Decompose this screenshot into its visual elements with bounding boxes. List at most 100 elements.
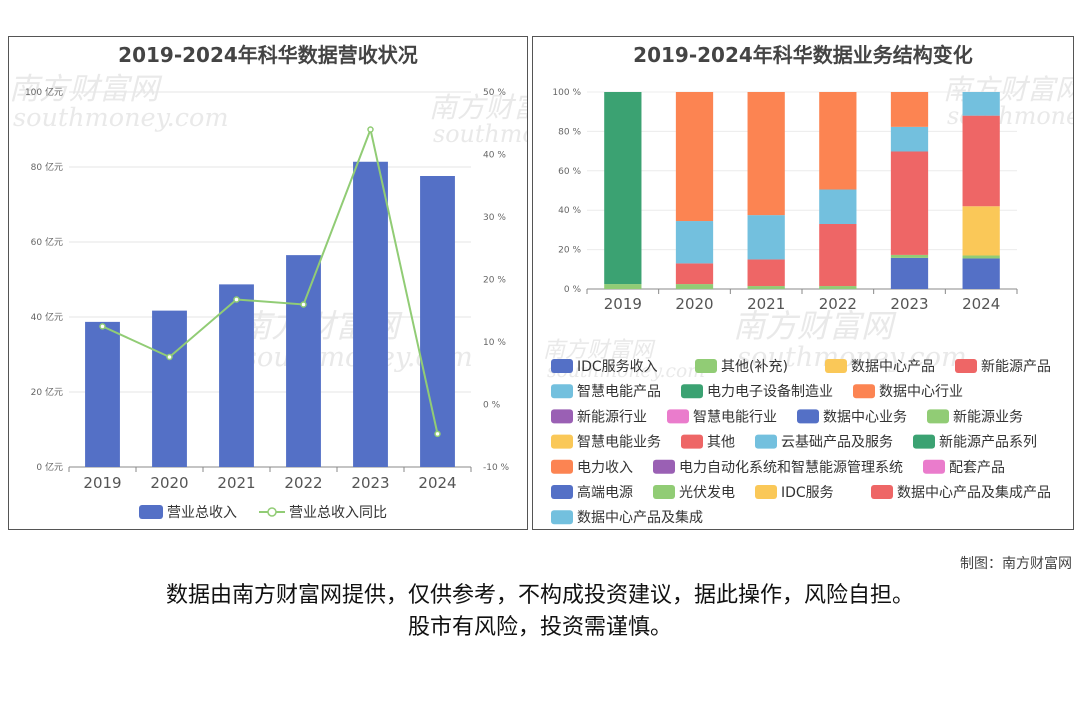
revenue-bar — [286, 255, 321, 467]
stacked-bar-segment — [675, 284, 714, 289]
legend-label: 其他 — [707, 435, 735, 451]
y-tick-label: 20 % — [558, 246, 581, 256]
watermark-text: southmoney.com — [547, 361, 705, 382]
legend-label: 其他(补充) — [721, 359, 788, 375]
legend-swatch — [755, 434, 777, 449]
legend-swatch — [551, 510, 573, 525]
legend-label: 新能源产品 — [981, 359, 1051, 375]
watermark-text: southmoney.com — [433, 120, 527, 148]
legend-label: 数据中心业务 — [823, 409, 907, 425]
y-tick-label-left: 20 亿元 — [31, 386, 63, 398]
legend-swatch — [551, 485, 573, 499]
structure-chart-panel: 2019-2024年科华数据业务结构变化 南方财富网 southmoney.com… — [532, 36, 1074, 530]
x-tick-label: 2023 — [890, 295, 928, 313]
revenue-chart: 南方财富网southmoney.com南方财富网southmoney.com南方… — [9, 72, 527, 521]
stacked-bar-segment — [747, 286, 785, 289]
watermark-text: 南方财富网 — [943, 73, 1073, 106]
x-tick-label: 2022 — [819, 295, 857, 313]
legend-swatch — [667, 409, 689, 424]
y-tick-label-right: -10 % — [483, 463, 510, 473]
legend-label: 数据中心产品及集成产品 — [897, 484, 1051, 501]
x-tick-label: 2022 — [284, 474, 322, 492]
legend-swatch — [797, 409, 819, 424]
legend-label: 云基础产品及服务 — [781, 434, 893, 451]
watermark-text: 南方财富网 — [429, 91, 527, 124]
yoy-point — [367, 126, 374, 133]
y-tick-label-right: 20 % — [483, 276, 506, 286]
y-tick-label: 100 % — [552, 88, 581, 98]
legend-label: 智慧电能业务 — [577, 435, 661, 451]
x-tick-label: 2019 — [604, 295, 642, 313]
stacked-bar-segment — [890, 257, 929, 289]
legend-swatch — [871, 485, 893, 499]
legend-swatch — [551, 459, 573, 474]
x-tick-label: 2019 — [83, 474, 121, 492]
stacked-bar-segment — [604, 284, 642, 289]
yoy-point — [300, 301, 307, 308]
legend-swatch — [681, 384, 703, 399]
y-tick-label-left: 80 亿元 — [31, 161, 63, 173]
yoy-point — [166, 353, 173, 361]
yoy-line — [102, 126, 439, 435]
stacked-bar-segment — [747, 259, 785, 287]
stacked-bar-segment — [890, 254, 929, 258]
stacked-bar-segment — [675, 92, 714, 222]
yoy-point — [233, 296, 240, 303]
legend-marker-yoy — [267, 507, 277, 517]
legend-label: 新能源产品系列 — [939, 435, 1037, 451]
y-tick-label-left: 40 亿元 — [31, 311, 63, 323]
x-tick-label: 2023 — [351, 474, 389, 492]
revenue-bar — [85, 321, 120, 467]
stacked-bar-segment — [962, 258, 1000, 289]
stacked-bar-segment — [890, 151, 929, 255]
legend-swatch — [755, 485, 777, 499]
y-tick-label: 0 % — [564, 285, 582, 295]
revenue-chart-title: 2019-2024年科华数据营收状况 — [118, 43, 418, 67]
stacked-bar-segment — [962, 115, 1000, 207]
legend-swatch — [551, 434, 573, 449]
yoy-point — [434, 430, 441, 438]
disclaimer: 数据由南方财富网提供，仅供参考，不构成投资建议，据此操作，风险自担。 股市有风险… — [0, 580, 1080, 644]
watermark-text: southmoney.com — [13, 103, 229, 133]
y-tick-label-right: 40 % — [483, 151, 506, 161]
stacked-bar-segment — [819, 92, 857, 190]
legend-swatch — [825, 359, 847, 373]
stacked-bar-segment — [675, 263, 714, 285]
x-tick-label: 2020 — [675, 295, 713, 313]
y-tick-label-left: 0 亿元 — [36, 461, 63, 473]
legend-swatch — [695, 359, 717, 373]
y-tick-label-right: 10 % — [483, 338, 506, 348]
watermark-text: southmoney.com — [737, 342, 967, 373]
legend-swatch — [551, 384, 573, 399]
legend-swatch — [913, 434, 935, 449]
revenue-chart-panel: 2019-2024年科华数据营收状况 南方财富网 southmoney.com 南方… — [8, 36, 528, 530]
stacked-bar-segment — [890, 126, 929, 152]
revenue-bar — [152, 310, 187, 467]
y-tick-label-right: 50 % — [483, 88, 506, 98]
x-tick-label: 2020 — [150, 474, 188, 492]
chart-credit: 制图：南方财富网 — [960, 556, 1072, 572]
x-tick-label: 2021 — [217, 474, 255, 492]
y-tick-label-right: 0 % — [483, 401, 501, 411]
legend-swatch — [551, 359, 573, 373]
stacked-bar-segment — [962, 255, 1000, 259]
stacked-bar-segment — [962, 206, 1000, 256]
legend-label-yoy: 营业总收入同比 — [289, 505, 387, 521]
stacked-bar-segment — [675, 221, 714, 264]
revenue-bar — [420, 176, 455, 467]
legend-label: 智慧电能行业 — [693, 409, 777, 425]
legend-swatch — [955, 359, 977, 373]
stacked-bar-segment — [962, 92, 1000, 116]
stacked-bar-segment — [819, 223, 857, 287]
y-tick-label: 40 % — [558, 206, 581, 216]
legend-label: IDC服务 — [781, 485, 834, 501]
legend-label: 电力电子设备制造业 — [707, 383, 833, 400]
disclaimer-line-1: 数据由南方财富网提供，仅供参考，不构成投资建议，据此操作，风险自担。 — [165, 583, 914, 608]
legend-label: 高端电源 — [577, 484, 633, 501]
legend-swatch — [927, 409, 949, 424]
legend-swatch — [551, 409, 573, 424]
legend-label: 数据中心行业 — [879, 384, 963, 400]
legend-label: 电力自动化系统和智慧能源管理系统 — [679, 460, 903, 476]
y-tick-label-left: 60 亿元 — [31, 236, 63, 248]
y-tick-label-right: 30 % — [483, 213, 506, 223]
